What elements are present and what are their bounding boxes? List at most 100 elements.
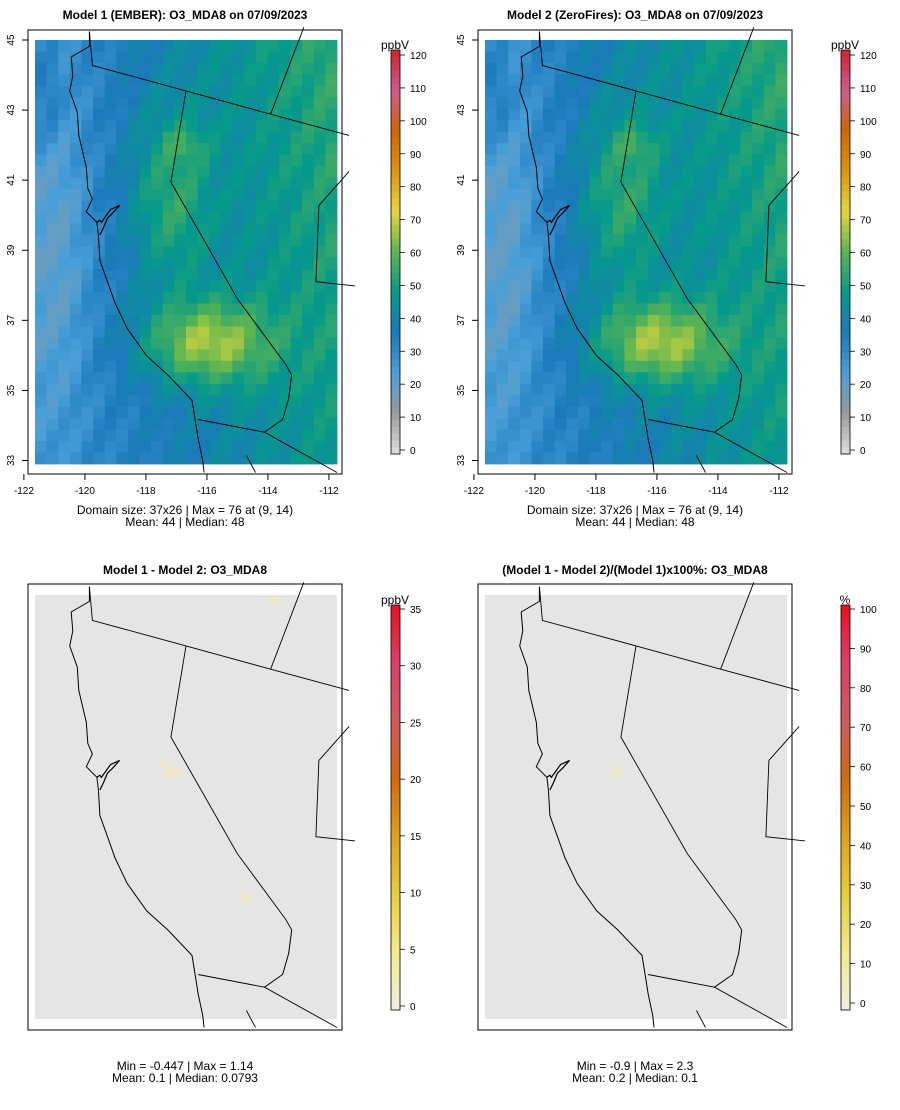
heatmap-cell	[151, 257, 164, 270]
colorbar-segment	[391, 406, 400, 414]
colorbar-segment	[841, 103, 850, 111]
heatmap-cell	[232, 269, 245, 282]
heatmap-cell	[209, 154, 222, 167]
heatmap-cell	[232, 74, 245, 87]
heatmap-cell	[244, 177, 257, 190]
map-outlines	[69, 582, 356, 1028]
heatmap-cell	[705, 292, 718, 304]
colorbar-segment	[841, 773, 850, 781]
heatmap-cell	[752, 131, 765, 144]
heatmap-cell	[705, 269, 718, 282]
heatmap-cell	[209, 246, 222, 259]
heatmap-cell	[69, 315, 82, 327]
heatmap-cell	[116, 40, 129, 52]
heatmap-cell	[325, 280, 338, 293]
colorbar-segment	[391, 97, 400, 105]
colorbar-segment	[391, 902, 400, 910]
heatmap-cell	[35, 108, 48, 121]
heatmap-cell	[775, 120, 788, 133]
heatmap-cell	[694, 337, 707, 350]
heatmap-cell	[601, 200, 614, 213]
colorbar-segment	[391, 773, 400, 781]
colorbar-segment	[841, 137, 850, 145]
heatmap-cell	[519, 326, 532, 339]
heatmap-cell	[267, 200, 280, 213]
heatmap-cell	[267, 441, 280, 453]
heatmap-cell	[589, 326, 602, 339]
y-tick-label: 37	[456, 314, 467, 326]
heatmap-cell	[151, 166, 164, 178]
heatmap-cell	[694, 395, 707, 408]
heatmap-cell	[705, 120, 718, 133]
heatmap-cell	[35, 74, 48, 87]
heatmap-cell	[682, 429, 695, 442]
x-tick-label: -118	[136, 486, 156, 497]
heatmap-cell	[717, 40, 730, 52]
heatmap-cell	[624, 246, 637, 259]
x-axis: -122 -120 -118 -116 -114 -112	[464, 474, 789, 497]
heatmap-cell	[554, 406, 567, 419]
heatmap-cell	[636, 85, 649, 98]
heatmap-cell	[531, 223, 544, 236]
heatmap-cell	[670, 131, 683, 144]
heatmap-cell	[670, 383, 683, 396]
heatmap-cell	[612, 234, 625, 247]
heatmap-cell	[151, 223, 164, 236]
heatmap-cell	[752, 372, 765, 385]
heatmap-cell	[624, 97, 637, 110]
heatmap-cell	[93, 337, 106, 350]
heatmap-cell	[647, 108, 660, 121]
colorbar-segment	[391, 814, 400, 822]
heatmap-cell	[58, 452, 71, 465]
panel-model2: Model 2 (ZeroFires): O3_MDA8 on 07/09/20…	[456, 8, 877, 529]
colorbar-tick-label: 20	[410, 380, 422, 391]
colorbar-segment	[841, 672, 850, 680]
heatmap-cell	[589, 395, 602, 408]
heatmap-cell	[566, 108, 579, 121]
heatmap-cell	[325, 315, 338, 327]
heatmap-cell	[162, 223, 175, 236]
heatmap-cell	[577, 234, 590, 247]
heatmap-cell	[740, 441, 753, 453]
heatmap-cell	[302, 246, 315, 259]
heatmap-cell	[531, 452, 544, 465]
heatmap-cell	[752, 85, 765, 98]
heatmap-cell	[763, 269, 776, 282]
heatmap-cell	[244, 108, 257, 121]
heatmap-cell	[46, 349, 59, 362]
heatmap-cell	[127, 97, 140, 110]
heatmap-cell	[636, 177, 649, 190]
heatmap-cell	[647, 349, 660, 362]
heatmap-cell	[302, 120, 315, 133]
heatmap-cell	[104, 131, 117, 144]
heatmap-cell	[485, 429, 498, 442]
heatmap-cell	[162, 326, 175, 339]
heatmap-cell	[162, 372, 175, 385]
heatmap-cell	[127, 246, 140, 259]
x-tick-label: -116	[647, 486, 667, 497]
heatmap-cell	[104, 257, 117, 270]
heatmap-cell	[670, 452, 683, 465]
plot-frame	[27, 29, 343, 475]
heatmap-cell	[325, 143, 338, 155]
colorbar-segment	[391, 258, 400, 266]
heatmap-cell	[577, 269, 590, 282]
heatmap-cell	[151, 429, 164, 442]
heatmap-cell	[69, 337, 82, 350]
heatmap-cell	[531, 315, 544, 327]
colorbar-segment	[391, 76, 400, 85]
heatmap-cell	[174, 452, 187, 465]
heatmap-cell	[763, 143, 776, 155]
heatmap-cell	[174, 303, 187, 316]
heatmap-cell	[485, 85, 498, 98]
heatmap-cell	[186, 200, 199, 213]
heatmap-cell	[104, 143, 117, 155]
heatmap-cell	[278, 337, 291, 350]
colorbar-segment	[841, 733, 850, 741]
heatmap-cell	[670, 97, 683, 110]
heatmap-cell	[139, 257, 152, 270]
heatmap-cell	[670, 51, 683, 64]
heatmap-cell	[485, 97, 498, 110]
heatmap-cell	[220, 177, 233, 190]
heatmap-cell	[554, 108, 567, 121]
